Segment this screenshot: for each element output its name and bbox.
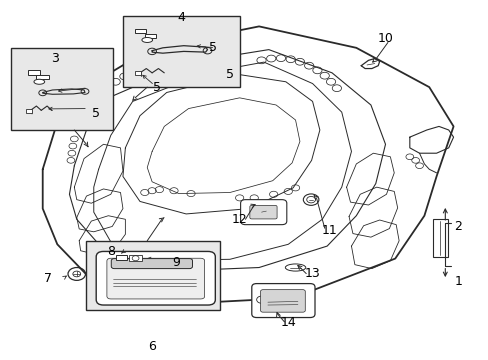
Bar <box>135 71 141 75</box>
FancyBboxPatch shape <box>96 251 215 305</box>
FancyBboxPatch shape <box>111 258 192 269</box>
Text: 1: 1 <box>453 275 462 288</box>
Ellipse shape <box>285 264 305 271</box>
Bar <box>144 33 155 38</box>
Bar <box>36 75 48 79</box>
Bar <box>86 241 220 310</box>
Bar <box>28 70 40 75</box>
Ellipse shape <box>142 37 152 42</box>
Text: 8: 8 <box>106 245 115 258</box>
Text: 11: 11 <box>321 224 337 237</box>
Text: 5: 5 <box>92 107 100 120</box>
Text: 12: 12 <box>231 213 247 226</box>
FancyBboxPatch shape <box>107 258 204 299</box>
Text: 9: 9 <box>172 256 180 269</box>
Text: 14: 14 <box>280 316 296 329</box>
Bar <box>26 109 31 113</box>
FancyBboxPatch shape <box>240 200 286 225</box>
Bar <box>116 255 126 260</box>
Text: 6: 6 <box>148 339 156 352</box>
Bar <box>128 255 142 261</box>
Bar <box>11 48 113 130</box>
Ellipse shape <box>34 79 44 84</box>
FancyBboxPatch shape <box>251 284 314 318</box>
Text: 5: 5 <box>208 41 217 54</box>
Bar <box>122 16 239 87</box>
Bar <box>432 219 447 257</box>
Text: 4: 4 <box>177 11 185 24</box>
Text: 5: 5 <box>225 68 233 81</box>
FancyBboxPatch shape <box>249 205 277 219</box>
Text: 2: 2 <box>453 220 462 233</box>
Text: 3: 3 <box>51 52 59 65</box>
Text: 5: 5 <box>153 81 161 94</box>
Text: 7: 7 <box>43 272 51 285</box>
Bar <box>135 28 145 33</box>
Text: 10: 10 <box>377 32 393 45</box>
FancyBboxPatch shape <box>260 290 305 312</box>
Text: 13: 13 <box>304 267 320 280</box>
